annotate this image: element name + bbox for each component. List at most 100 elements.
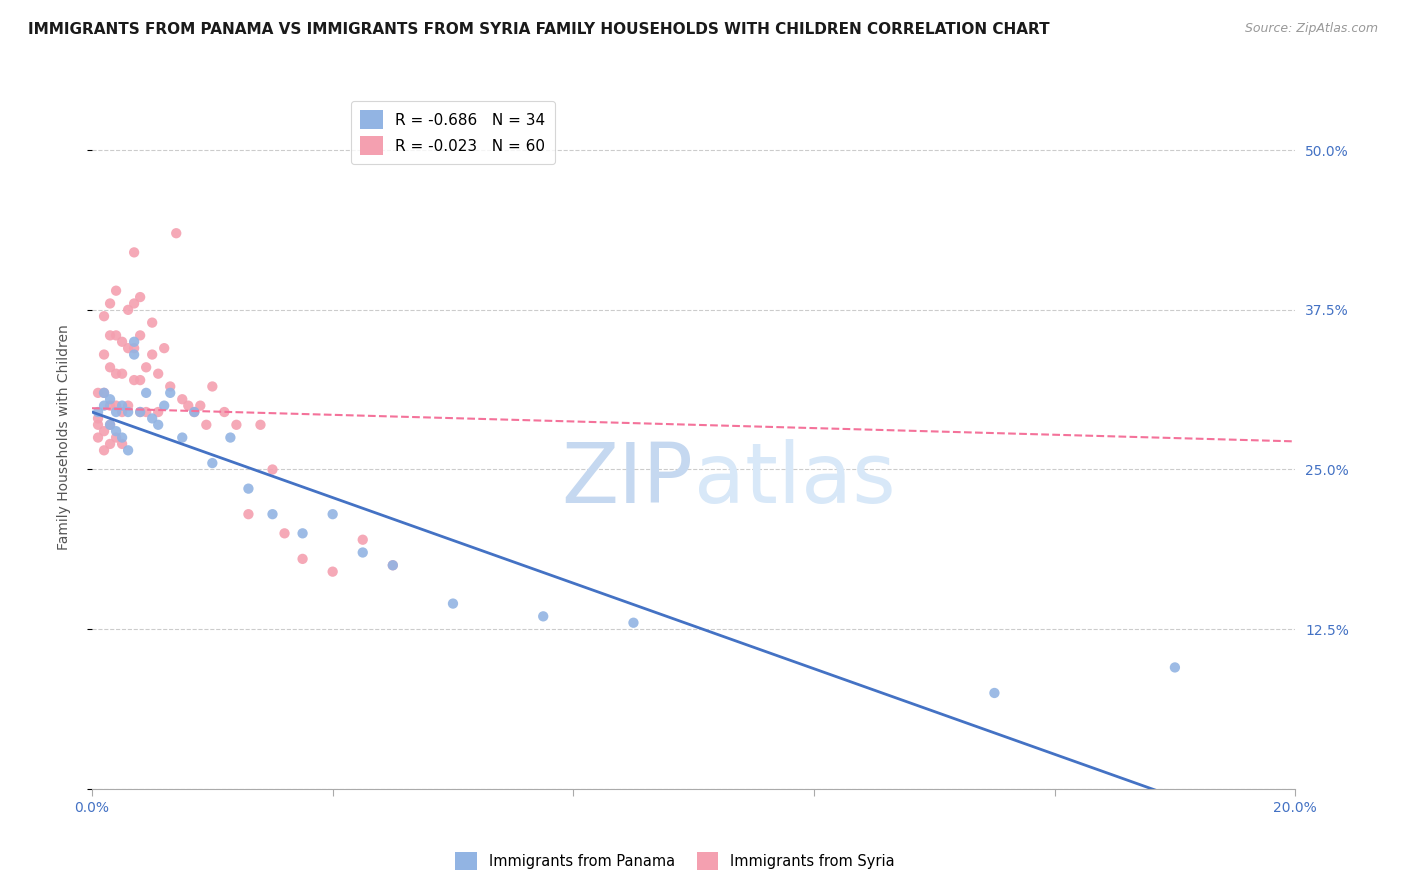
Point [105, 399, 128, 413]
Point [141, 316, 163, 330]
Point [249, 417, 271, 432]
Text: ZIP: ZIP [562, 439, 693, 520]
Text: IMMIGRANTS FROM PANAMA VS IMMIGRANTS FROM SYRIA FAMILY HOUSEHOLDS WITH CHILDREN : IMMIGRANTS FROM PANAMA VS IMMIGRANTS FRO… [28, 22, 1050, 37]
Point [111, 334, 134, 349]
Point [183, 405, 205, 419]
Point [214, 405, 236, 419]
Point [93, 443, 115, 458]
Point [87, 417, 110, 432]
Point [105, 367, 128, 381]
Point [129, 405, 152, 419]
Legend: Immigrants from Panama, Immigrants from Syria: Immigrants from Panama, Immigrants from … [449, 847, 901, 876]
Point [381, 558, 404, 573]
Point [352, 533, 374, 547]
Text: Source: ZipAtlas.com: Source: ZipAtlas.com [1244, 22, 1378, 36]
Point [129, 405, 152, 419]
Point [183, 405, 205, 419]
Point [98, 437, 121, 451]
Legend: R = -0.686   N = 34, R = -0.023   N = 60: R = -0.686 N = 34, R = -0.023 N = 60 [352, 101, 555, 164]
Point [153, 341, 176, 355]
Point [238, 507, 260, 521]
Point [117, 341, 139, 355]
Point [98, 296, 121, 310]
Point [122, 245, 145, 260]
Point [117, 443, 139, 458]
Point [111, 437, 134, 451]
Point [105, 328, 128, 343]
Point [98, 417, 121, 432]
Point [111, 367, 134, 381]
Point [98, 328, 121, 343]
Point [93, 310, 115, 324]
Point [135, 360, 157, 375]
Point [93, 399, 115, 413]
Point [983, 686, 1005, 700]
Point [87, 385, 110, 400]
Point [172, 392, 194, 407]
Point [201, 379, 224, 393]
Point [322, 565, 344, 579]
Point [111, 431, 134, 445]
Point [122, 373, 145, 387]
Point [188, 399, 211, 413]
Point [111, 399, 134, 413]
Point [122, 334, 145, 349]
Point [87, 411, 110, 425]
Point [238, 482, 260, 496]
Point [165, 226, 187, 240]
Point [122, 296, 145, 310]
Point [148, 417, 170, 432]
Point [117, 302, 139, 317]
Point [172, 431, 194, 445]
Point [262, 507, 284, 521]
Point [98, 360, 121, 375]
Point [135, 405, 157, 419]
Point [159, 379, 181, 393]
Point [135, 385, 157, 400]
Point [93, 385, 115, 400]
Point [87, 431, 110, 445]
Point [177, 399, 200, 413]
Point [117, 399, 139, 413]
Text: atlas: atlas [693, 439, 896, 520]
Point [153, 399, 176, 413]
Point [262, 462, 284, 476]
Point [381, 558, 404, 573]
Point [291, 526, 314, 541]
Point [159, 385, 181, 400]
Point [93, 347, 115, 361]
Point [105, 431, 128, 445]
Point [141, 411, 163, 425]
Point [148, 367, 170, 381]
Point [93, 385, 115, 400]
Point [273, 526, 295, 541]
Point [98, 417, 121, 432]
Point [111, 405, 134, 419]
Point [105, 284, 128, 298]
Point [322, 507, 344, 521]
Point [122, 341, 145, 355]
Y-axis label: Family Households with Children: Family Households with Children [58, 325, 72, 550]
Point [291, 552, 314, 566]
Point [117, 405, 139, 419]
Point [98, 399, 121, 413]
Point [105, 405, 128, 419]
Point [195, 417, 218, 432]
Point [129, 290, 152, 304]
Point [122, 347, 145, 361]
Point [225, 417, 247, 432]
Point [93, 424, 115, 438]
Point [148, 405, 170, 419]
Point [623, 615, 645, 630]
Point [352, 545, 374, 559]
Point [531, 609, 554, 624]
Point [219, 431, 242, 445]
Point [98, 392, 121, 407]
Point [201, 456, 224, 470]
Point [141, 347, 163, 361]
Point [129, 328, 152, 343]
Point [1164, 660, 1187, 674]
Point [87, 405, 110, 419]
Point [441, 597, 464, 611]
Point [129, 373, 152, 387]
